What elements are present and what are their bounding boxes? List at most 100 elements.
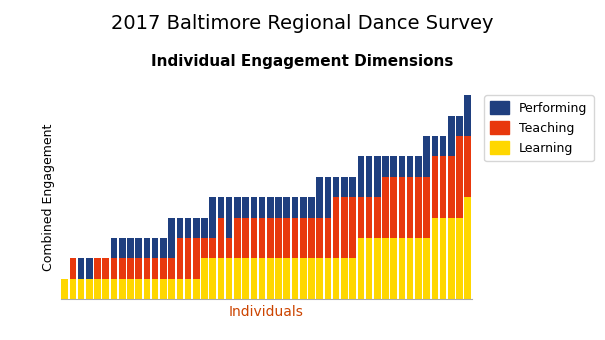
Bar <box>390 156 397 177</box>
Bar <box>390 238 397 299</box>
Bar <box>160 279 166 299</box>
Bar <box>250 258 257 299</box>
Bar <box>111 238 117 258</box>
Bar <box>431 156 438 218</box>
Bar <box>177 279 183 299</box>
Bar <box>358 197 364 238</box>
Bar <box>143 258 150 279</box>
Bar <box>465 75 471 136</box>
Bar <box>316 177 323 218</box>
Bar <box>218 258 224 299</box>
Bar <box>325 258 331 299</box>
Bar <box>152 279 159 299</box>
Bar <box>382 177 389 238</box>
Bar <box>275 218 282 258</box>
Bar <box>407 177 413 238</box>
Bar <box>358 156 364 197</box>
Bar <box>366 197 372 238</box>
Bar <box>267 218 273 258</box>
Bar <box>374 197 381 238</box>
Bar <box>465 136 471 197</box>
Legend: Performing, Teaching, Learning: Performing, Teaching, Learning <box>484 95 594 161</box>
Bar <box>382 238 389 299</box>
Bar <box>70 279 76 299</box>
Bar <box>267 197 273 218</box>
Bar <box>431 218 438 299</box>
Bar <box>102 258 109 279</box>
Bar <box>308 197 315 218</box>
Bar <box>275 197 282 218</box>
Bar <box>300 197 307 218</box>
Bar <box>448 156 454 218</box>
Bar <box>308 218 315 258</box>
Bar <box>209 238 216 258</box>
Bar <box>300 258 307 299</box>
Bar <box>185 279 191 299</box>
Bar <box>185 218 191 238</box>
Bar <box>177 218 183 238</box>
Bar <box>152 238 159 258</box>
Bar <box>86 258 93 279</box>
Bar <box>366 238 372 299</box>
Bar <box>349 197 356 258</box>
Bar <box>185 238 191 279</box>
Bar <box>325 218 331 258</box>
Bar <box>333 177 339 197</box>
Bar <box>424 136 430 177</box>
Bar <box>243 197 249 218</box>
Y-axis label: Combined Engagement: Combined Engagement <box>42 123 55 271</box>
Bar <box>226 258 232 299</box>
Bar <box>136 238 142 258</box>
Bar <box>160 258 166 279</box>
Bar <box>382 156 389 177</box>
Bar <box>78 258 84 279</box>
Bar <box>259 218 266 258</box>
Bar <box>209 258 216 299</box>
Bar <box>325 177 331 218</box>
Bar <box>201 218 208 238</box>
Bar <box>333 197 339 258</box>
Bar <box>415 156 422 177</box>
Bar <box>292 197 298 218</box>
Bar <box>341 258 348 299</box>
Bar <box>448 218 454 299</box>
Bar <box>193 238 200 279</box>
Bar <box>119 279 125 299</box>
Bar <box>284 197 290 218</box>
Bar <box>234 197 241 218</box>
Bar <box>415 177 422 238</box>
Bar <box>465 197 471 299</box>
Bar <box>127 258 134 279</box>
Bar <box>259 258 266 299</box>
Bar <box>94 258 101 279</box>
Bar <box>86 279 93 299</box>
Bar <box>201 238 208 258</box>
Bar <box>160 238 166 258</box>
Text: 2017 Baltimore Regional Dance Survey: 2017 Baltimore Regional Dance Survey <box>111 14 494 33</box>
Bar <box>127 279 134 299</box>
Bar <box>177 238 183 279</box>
Bar <box>61 279 68 299</box>
Bar <box>349 177 356 197</box>
Bar <box>300 218 307 258</box>
Bar <box>168 279 175 299</box>
Bar <box>234 218 241 258</box>
Bar <box>316 218 323 258</box>
Bar <box>259 197 266 218</box>
Bar <box>415 238 422 299</box>
Bar <box>390 177 397 238</box>
Bar <box>316 258 323 299</box>
Bar <box>349 258 356 299</box>
Bar <box>431 136 438 156</box>
Bar <box>201 258 208 299</box>
Bar <box>218 218 224 258</box>
X-axis label: Individuals: Individuals <box>229 305 304 319</box>
Bar <box>440 136 446 156</box>
Bar <box>111 258 117 279</box>
Bar <box>193 279 200 299</box>
Bar <box>168 218 175 258</box>
Bar <box>456 136 463 218</box>
Bar <box>292 258 298 299</box>
Bar <box>333 258 339 299</box>
Bar <box>234 258 241 299</box>
